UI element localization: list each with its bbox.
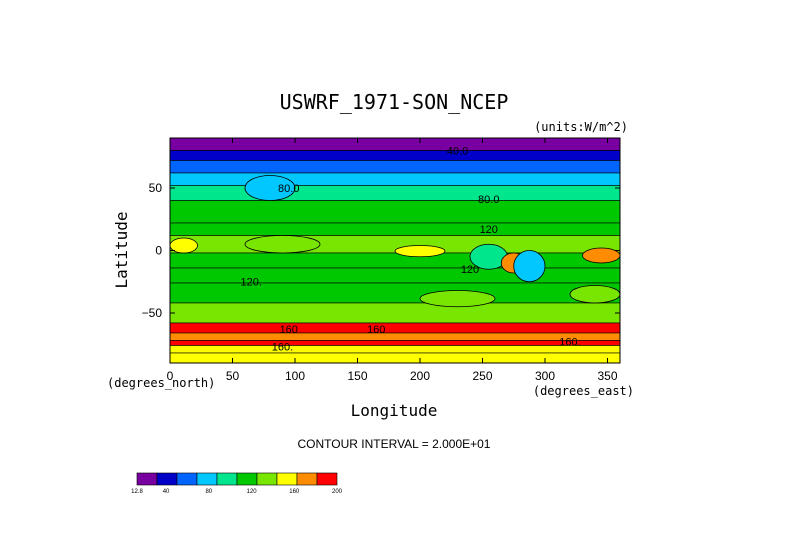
band-5	[169, 200, 621, 224]
band-6	[169, 222, 621, 236]
band-12	[169, 322, 621, 334]
x-tick-label: 200	[410, 369, 430, 383]
y-tick-label: −50	[142, 306, 163, 320]
x-tick-label: 300	[535, 369, 555, 383]
colorbar-tick-label: 200	[332, 489, 343, 495]
contour-label: 160	[280, 324, 298, 336]
contour-label: 160.	[272, 342, 293, 354]
band-3	[169, 172, 621, 186]
contour-label: 40.0	[447, 145, 468, 157]
x-tick-label: 250	[472, 369, 492, 383]
y-tick-label: 0	[155, 244, 162, 258]
region-5	[513, 250, 546, 283]
contour-label: 160.	[559, 337, 580, 349]
band-2	[169, 160, 621, 174]
band-13	[169, 332, 621, 341]
band-14	[169, 340, 621, 346]
y-unit-label: (degrees_north)	[107, 376, 215, 390]
region-9	[419, 290, 496, 308]
band-1	[169, 150, 621, 161]
colorbar-swatch	[236, 472, 258, 486]
colorbar-swatch	[176, 472, 198, 486]
region-2	[394, 245, 446, 258]
contour-label: 120	[461, 264, 479, 276]
colorbar-tick-label: 12.8	[131, 489, 143, 495]
band-0	[169, 137, 621, 151]
x-tick-label: 0	[167, 369, 174, 383]
colorbar-swatch	[296, 472, 318, 486]
x-unit-label: (degrees_east)	[533, 384, 634, 398]
colorbar-swatch	[256, 472, 278, 486]
colorbar-swatch	[156, 472, 178, 486]
colorbar-swatch	[216, 472, 238, 486]
chart-title: USWRF_1971-SON_NCEP	[280, 90, 509, 114]
colorbar-tick-label: 40	[163, 489, 170, 495]
band-10	[169, 282, 621, 304]
band-16	[169, 352, 621, 364]
colorbar-swatch	[196, 472, 218, 486]
x-ticks: 0 50 100 150 200 250 300 350	[167, 138, 618, 383]
contour-label: 120	[480, 224, 498, 236]
region-6	[582, 247, 621, 264]
plot-area: 40.0 80.0 80.0 120 120. 120 160 160 160. 160.	[169, 137, 621, 364]
band-4	[169, 185, 621, 201]
colorbar-tick-label: 120	[247, 489, 258, 495]
y-axis-label: Latitude	[112, 211, 131, 288]
colorbar-swatch	[316, 472, 338, 486]
colorbar-swatch	[136, 472, 158, 486]
contour-label: 80.0	[278, 183, 299, 195]
x-axis-label: Longitude	[351, 401, 438, 420]
contour-label: 160	[367, 324, 385, 336]
x-tick-label: 100	[285, 369, 305, 383]
contour-label-layer: 40.0 80.0 80.0 120 120. 120 160 160 160. 160.	[241, 145, 581, 353]
contour-label: 80.0	[478, 194, 499, 206]
region-7	[244, 175, 296, 201]
colorbar-tick-label: 160	[289, 489, 300, 495]
y-ticks: 50 0 −50	[142, 181, 620, 320]
band-15	[169, 345, 621, 354]
x-tick-label: 50	[226, 369, 240, 383]
units-label: (units:W/m^2)	[534, 120, 628, 134]
colorbar-swatch	[276, 472, 298, 486]
region-layer	[169, 175, 621, 308]
x-tick-label: 150	[347, 369, 367, 383]
contour-label: 120.	[241, 277, 262, 289]
colorbar-ticks: 12.8 40 80 120 160 200	[131, 489, 343, 495]
band-8	[169, 252, 621, 269]
colorbar-tick-label: 80	[205, 489, 212, 495]
x-tick-label: 350	[597, 369, 617, 383]
contour-interval-label: CONTOUR INTERVAL = 2.000E+01	[298, 437, 491, 451]
y-tick-label: 50	[149, 181, 163, 195]
region-8	[569, 285, 621, 304]
colorbar	[136, 472, 338, 486]
region-1	[244, 235, 321, 254]
band-11	[169, 302, 621, 324]
band-9	[169, 267, 621, 284]
